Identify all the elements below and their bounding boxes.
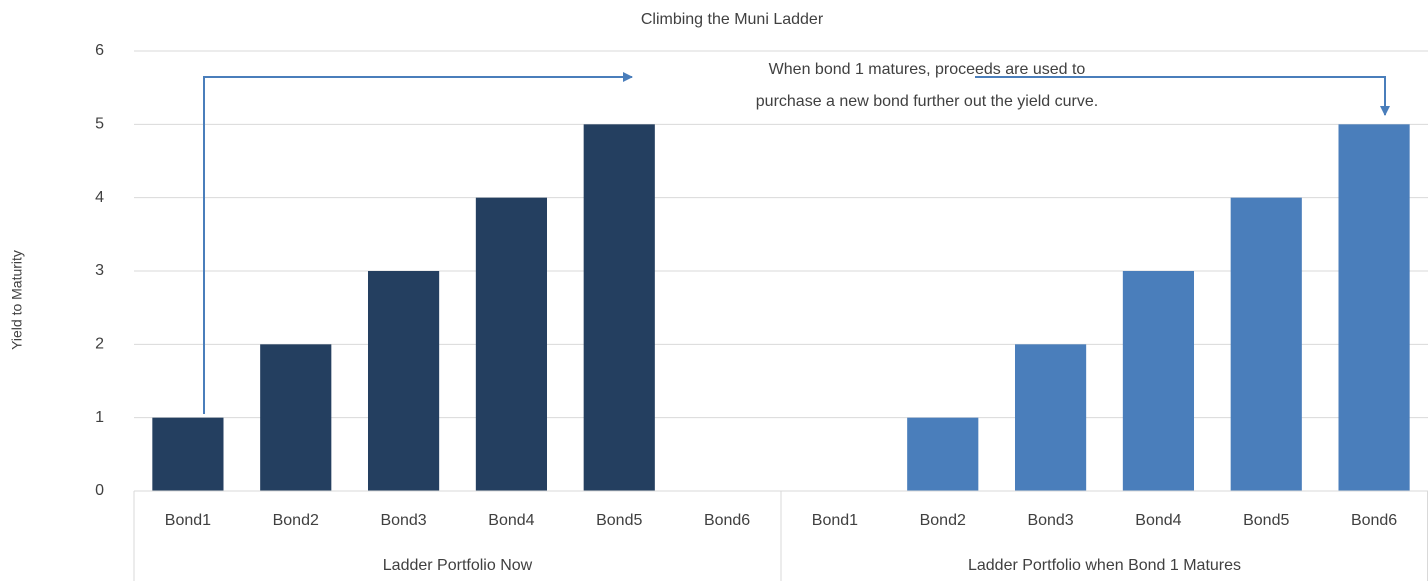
x-tick-label: Bond5 <box>596 512 642 529</box>
x-tick-label: Bond3 <box>1027 512 1073 529</box>
bar <box>1230 197 1302 491</box>
bar <box>367 271 440 491</box>
annotation: When bond 1 matures, proceeds are used t… <box>769 61 1086 78</box>
x-tick-label: Bond2 <box>273 512 319 529</box>
bar <box>1014 344 1087 491</box>
x-tick-label: Bond5 <box>1243 512 1289 529</box>
y-tick-label: 0 <box>95 482 104 499</box>
bar <box>475 197 548 491</box>
bar <box>152 417 224 491</box>
bar <box>1122 271 1195 491</box>
arrow <box>975 76 1390 116</box>
x-tick-label: Bond4 <box>488 512 534 529</box>
y-tick-label: 1 <box>95 409 104 426</box>
arrow <box>203 72 633 414</box>
y-axis-label: Yield to Maturity <box>9 250 25 350</box>
x-tick-label: Bond1 <box>165 512 211 529</box>
grid <box>134 50 1428 492</box>
chart-title: Climbing the Muni Ladder <box>641 11 824 28</box>
x-tick-label: Bond1 <box>812 512 858 529</box>
x-tick-label: Bond2 <box>920 512 966 529</box>
bar <box>907 417 979 491</box>
x-tick-label: Bond4 <box>1135 512 1181 529</box>
bars <box>152 124 1410 491</box>
x-tick-label: Bond3 <box>380 512 426 529</box>
x-tick-label: Bond6 <box>1351 512 1397 529</box>
x-tick-label: Bond6 <box>704 512 750 529</box>
bar <box>1338 124 1410 491</box>
y-tick-label: 4 <box>95 189 104 206</box>
y-tick-label: 3 <box>95 262 104 279</box>
y-tick-label: 6 <box>95 42 104 59</box>
bar <box>260 344 332 491</box>
group-label: Ladder Portfolio Now <box>383 557 533 574</box>
y-tick-label: 2 <box>95 336 104 353</box>
group-label: Ladder Portfolio when Bond 1 Matures <box>968 557 1241 574</box>
y-tick-label: 5 <box>95 116 104 133</box>
bar <box>583 124 655 491</box>
annotation: purchase a new bond further out the yiel… <box>756 93 1098 110</box>
